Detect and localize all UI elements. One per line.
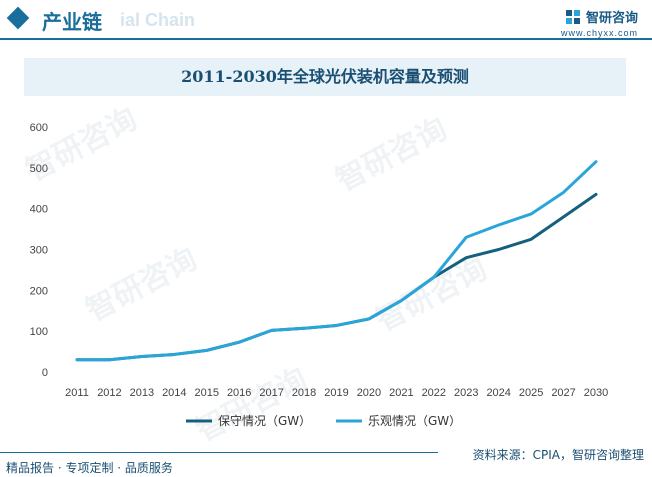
source-note: 资料来源：CPIA，智研咨询整理 [472,448,644,462]
y-tick-label: 600 [30,122,48,134]
x-tick-label: 2016 [227,387,251,399]
x-tick-label: 2019 [324,387,348,399]
chart-title-bar: 2011-2030年全球光伏装机容量及预测 [24,58,626,96]
series-line-2 [75,160,598,362]
legend-label-1: 保守情况（GW） [218,414,311,428]
x-tick-label: 2022 [422,387,446,399]
y-tick-label: 200 [30,285,48,297]
line-chart: 0 100 200 300 400 500 600 2011 2012 2013 2014 2015 2… [30,122,609,428]
footer-tagline: 精品报告 · 专项定制 · 品质服务 [6,461,173,475]
y-tick-label: 400 [30,204,48,216]
y-tick-label: 100 [30,326,48,338]
section-title: 产业链 [42,10,102,34]
y-tick-label: 0 [42,367,48,379]
x-tick-label: 2025 [519,387,543,399]
legend-label-2: 乐观情况（GW） [368,414,461,428]
x-tick-label: 2021 [389,387,413,399]
x-tick-label: 2015 [195,387,219,399]
x-tick-label: 2018 [292,387,316,399]
header: 产业链 ial Chain 智研咨询 www.chyxx.com [0,0,652,42]
x-tick-label: 2017 [259,387,283,399]
x-tick-label: 2030 [584,387,608,399]
x-tick-label: 2024 [486,387,510,399]
brand: 智研咨询 www.chyxx.com [561,6,638,38]
x-tick-label: 2020 [357,387,381,399]
x-tick-label: 2014 [162,387,186,399]
x-tick-label: 2023 [454,387,478,399]
brand-name: 智研咨询 [585,11,638,26]
brand-logo-icon [565,9,581,25]
y-tick-label: 300 [30,245,48,257]
x-tick-label: 2027 [551,387,575,399]
x-tick-label: 2011 [65,387,89,399]
brand-url: www.chyxx.com [560,28,638,38]
x-tick-label: 2012 [97,387,121,399]
header-divider [0,38,652,40]
y-tick-label: 500 [30,163,48,175]
chart-title: 2011-2030年全球光伏装机容量及预测 [181,67,469,86]
x-tick-label: 2013 [130,387,154,399]
footer-divider [0,452,438,453]
section-ghost-text: ial Chain [120,10,196,30]
